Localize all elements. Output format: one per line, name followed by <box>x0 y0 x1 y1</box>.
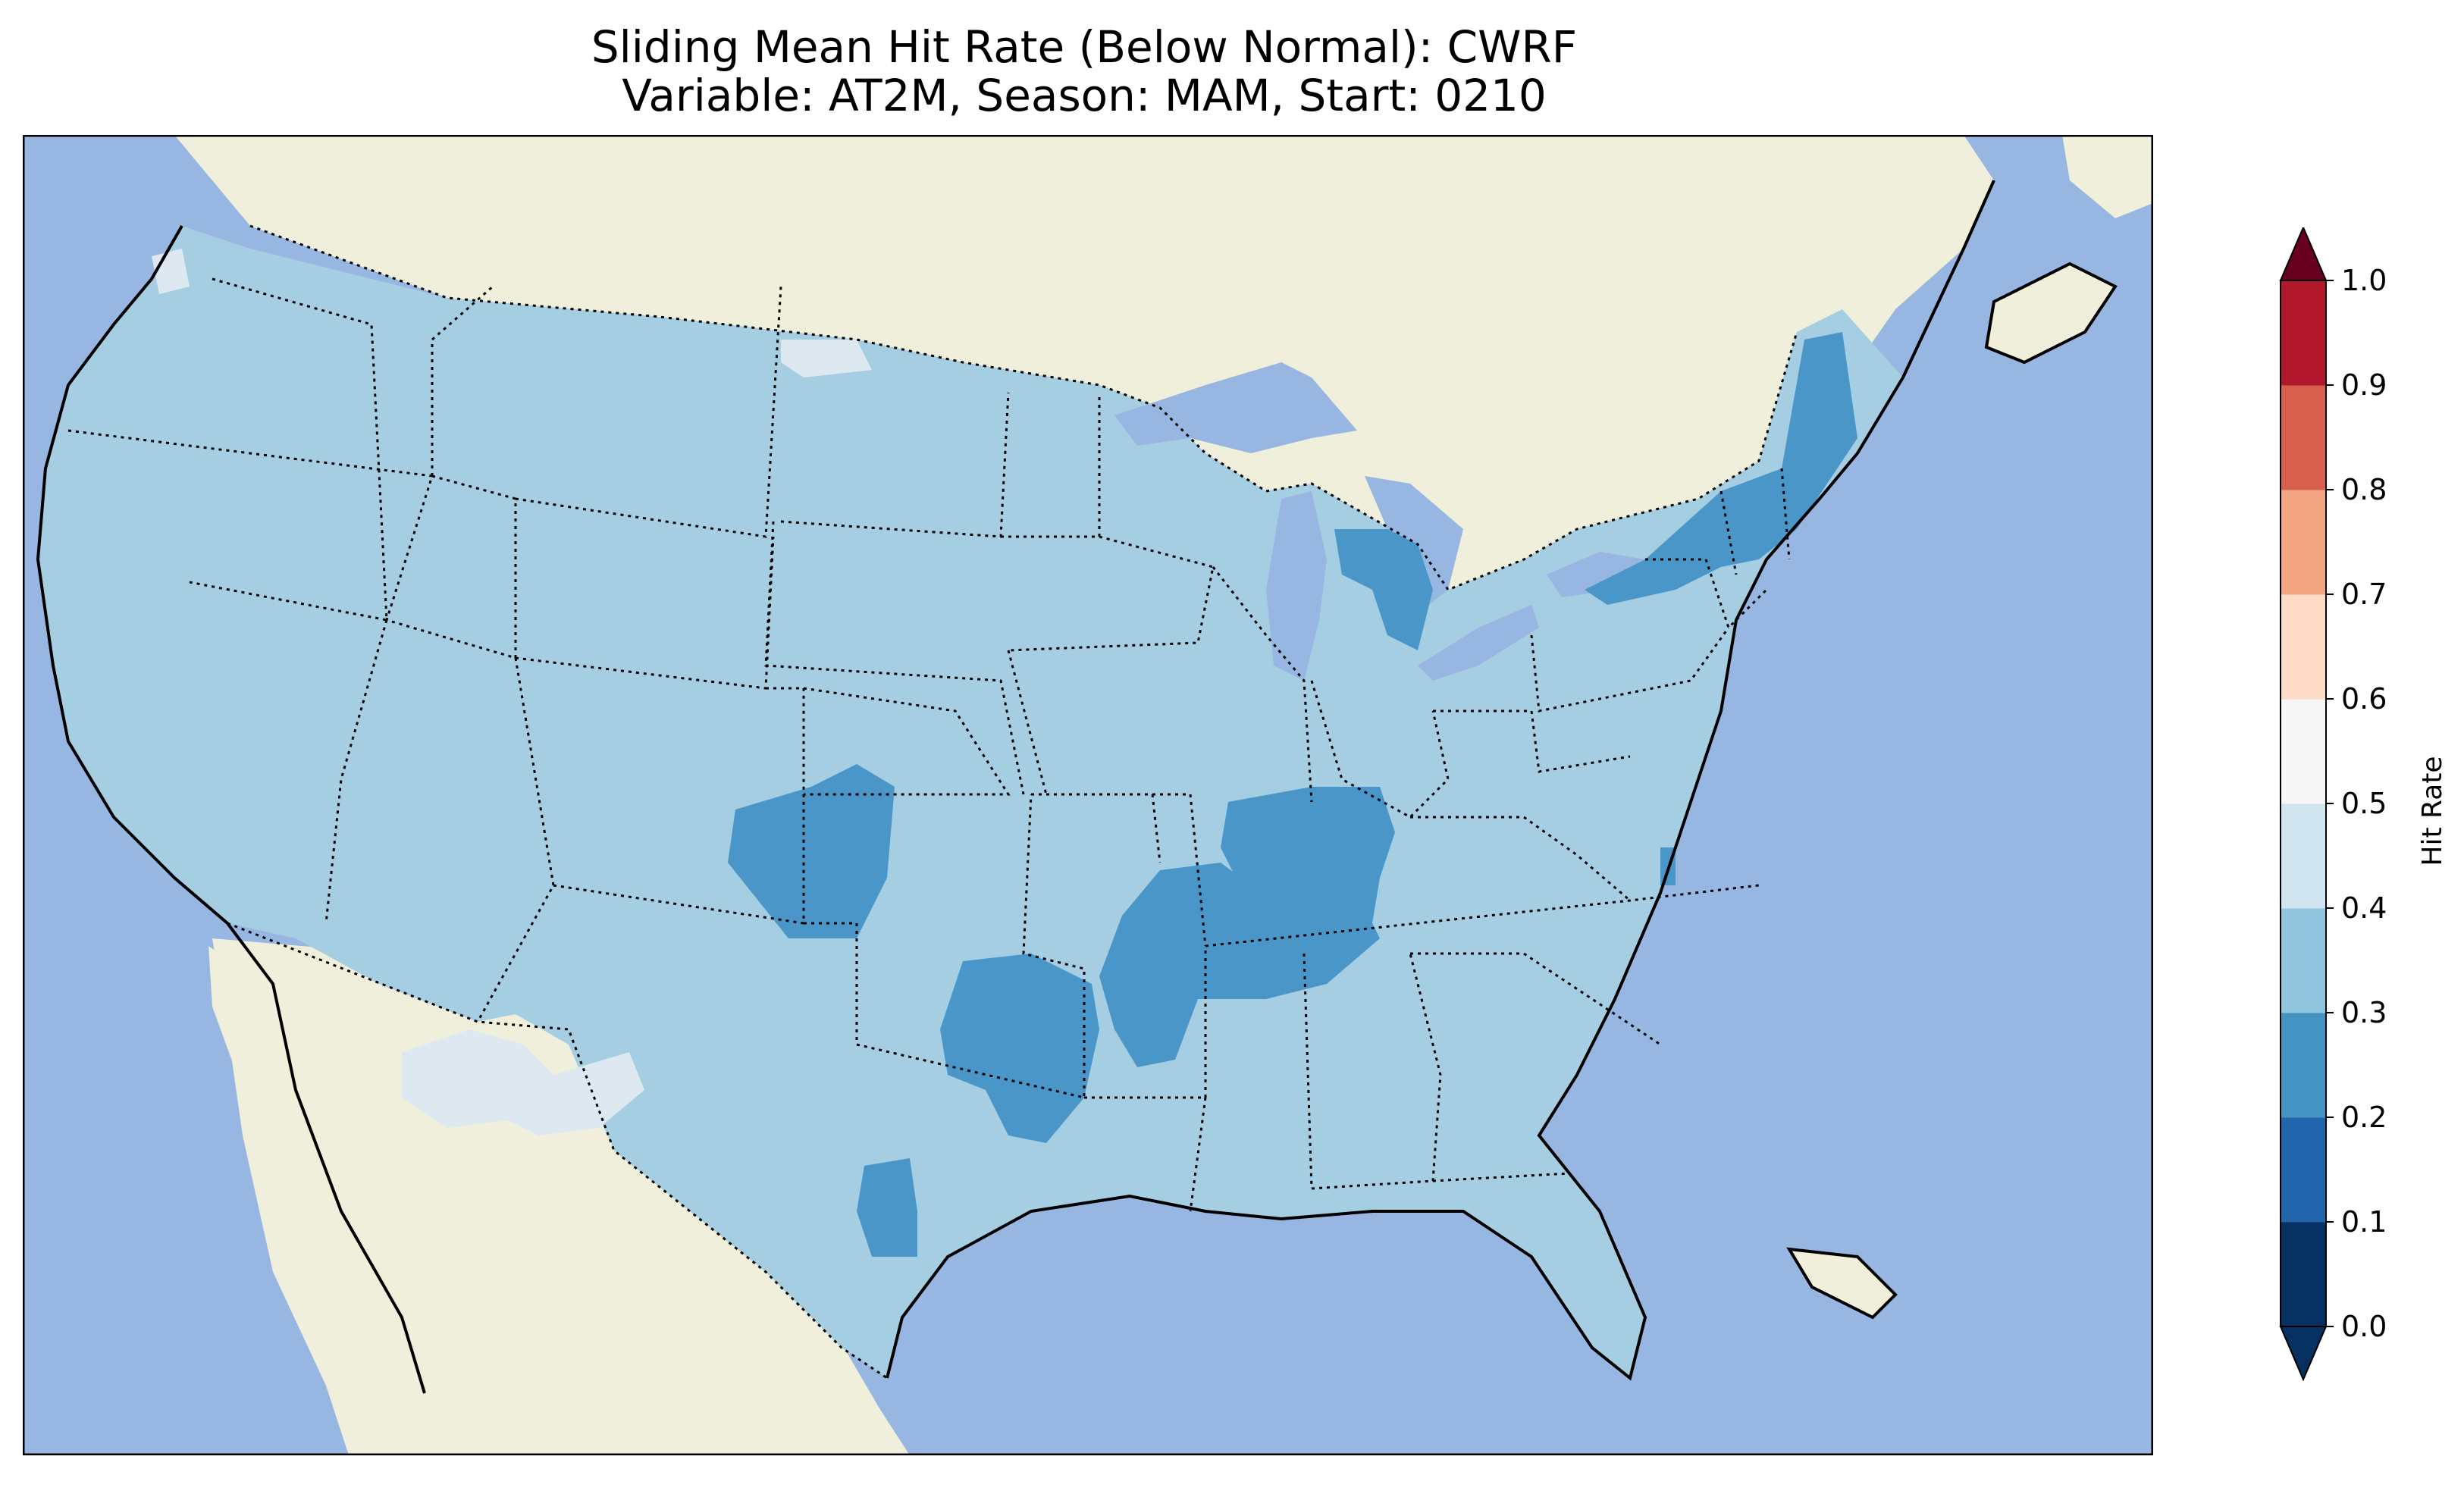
canada-land <box>174 135 1994 590</box>
conus-hit-rate-base <box>38 226 1903 1378</box>
region-arizona <box>402 1029 644 1135</box>
international-borders <box>227 224 1798 1380</box>
map-panel <box>23 135 2153 1455</box>
coastlines <box>36 180 2118 1394</box>
colorbar-label: Hit Rate <box>2417 756 2448 866</box>
colorbar-tick-label: 0.2 <box>2341 1101 2387 1134</box>
cuba-land <box>1789 1249 1895 1317</box>
colorbar-segment <box>2281 490 2326 595</box>
lake-superior <box>1114 362 1357 453</box>
lake-erie <box>1418 605 1539 681</box>
nova-scotia-land <box>1986 264 2115 362</box>
colorbar-tick-label: 1.0 <box>2341 264 2387 297</box>
lake-michigan <box>1266 491 1327 681</box>
colorbar-tick-label: 0.5 <box>2341 787 2387 820</box>
colorbar-tick-label: 0.9 <box>2341 368 2387 402</box>
region-colorado <box>728 764 895 938</box>
colorbar-tick-label: 0.0 <box>2341 1310 2387 1343</box>
colorbar-over-triangle <box>2279 227 2328 281</box>
state-borders <box>67 277 1791 1212</box>
newfoundland-land <box>2062 135 2153 218</box>
map-title-line-1: Sliding Mean Hit Rate (Below Normal): CW… <box>591 21 1578 73</box>
colorbar-tick-label: 0.8 <box>2341 473 2387 506</box>
region-michigan <box>1334 529 1433 650</box>
colorbar-under-triangle <box>2279 1326 2328 1382</box>
colorbar-tick-label: 0.4 <box>2341 891 2387 925</box>
colorbar-segment <box>2281 699 2326 804</box>
map-title-line-2: Variable: AT2M, Season: MAM, Start: 0210 <box>622 70 1547 121</box>
colorbar-segment <box>2281 1013 2326 1118</box>
region-west-texas <box>857 1158 917 1257</box>
colorbar-segment <box>2281 803 2326 909</box>
colorbar-segment <box>2281 908 2326 1013</box>
colorbar-tick-label: 0.1 <box>2341 1205 2387 1239</box>
colorbar-tick-label: 0.6 <box>2341 682 2387 716</box>
region-montana-north-dakota <box>781 340 872 377</box>
region-northeast <box>1585 332 1857 605</box>
colorbar-tick-label: 0.7 <box>2341 578 2387 611</box>
colorbar-segments <box>2279 227 2328 1382</box>
hit-rate-lower-regions <box>728 332 1857 1257</box>
colorbar: 0.0 0.1 0.2 0.3 0.4 0.5 0.6 0.7 0.8 0.9 1.0 Hit Ra… <box>2279 227 2448 1382</box>
lake-ontario <box>1547 552 1645 597</box>
colorbar-segment <box>2281 280 2326 386</box>
colorbar-ticks: 0.0 0.1 0.2 0.3 0.4 0.5 0.6 0.7 0.8 0.9 1.0 <box>2326 264 2387 1343</box>
colorbar-tick-label: 0.3 <box>2341 996 2387 1029</box>
region-arkansas-missouri <box>1099 863 1380 1067</box>
colorbar-segment <box>2281 1222 2326 1327</box>
colorbar-segment <box>2281 385 2326 490</box>
baja-land <box>208 946 425 1393</box>
hit-rate-upper-regions <box>152 249 872 1135</box>
colorbar-segment <box>2281 594 2326 700</box>
colorbar-segment <box>2281 1117 2326 1223</box>
map-frame <box>23 135 2153 1455</box>
region-oklahoma <box>940 954 1099 1143</box>
